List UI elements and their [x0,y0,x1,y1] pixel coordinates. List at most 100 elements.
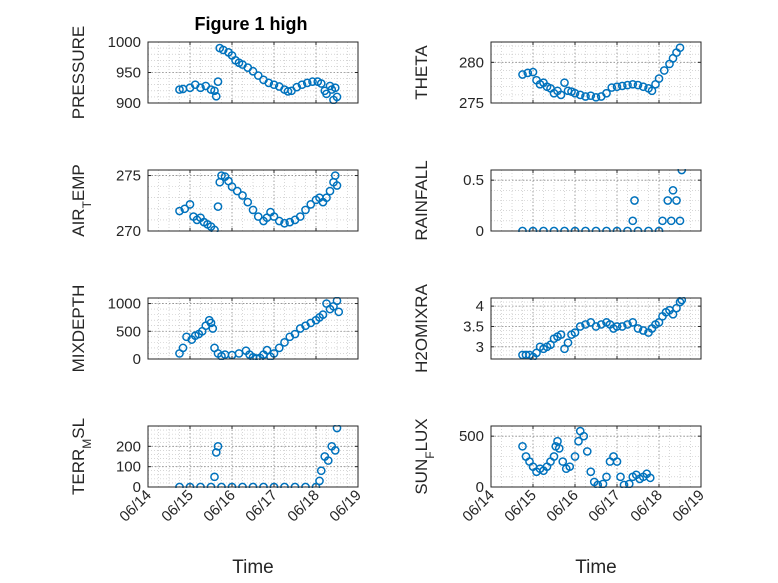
data-point [274,343,284,353]
data-point [619,480,629,488]
data-point [556,330,566,339]
data-point [206,318,216,328]
data-point [283,87,293,96]
data-point [523,68,533,78]
data-point [280,218,289,228]
data-point [668,185,678,195]
data-point [638,82,648,92]
data-point [598,479,608,488]
data-point [645,473,655,483]
data-point [602,88,611,98]
data-point [180,204,190,214]
data-point [332,92,342,102]
y-tick-label: 950 [116,65,141,82]
data-point [612,322,622,331]
y-tick-label: 4 [476,298,484,315]
y-tick-label: 200 [116,438,141,455]
data-point [262,345,272,355]
figure-title: Figure 1 high [194,14,307,34]
data-point [285,217,295,227]
data-point [586,318,596,327]
y-tick-label: 275 [459,95,484,112]
data-point [675,216,685,226]
y-axis-label: PRESSURE [69,26,88,120]
data-point [297,80,307,90]
data-point [570,88,580,98]
x-axis-label: Time [575,557,617,578]
y-tick-label: 0 [476,479,484,496]
data-point [330,171,340,180]
data-point [628,79,638,89]
data-point [570,452,580,461]
data-point [178,343,188,353]
y-tick-label: 1000 [108,34,141,51]
subplot-h2omixra: 3 3.5 4 H2OMIXRA [412,283,702,373]
data-point [323,456,333,465]
data-point [232,186,242,196]
data-point [175,206,184,216]
data-point [316,466,326,476]
axes-box [490,169,702,232]
data-point [565,462,575,472]
data-point [185,200,195,209]
data-point [607,83,617,92]
data-point [579,431,589,441]
y-tick-label: 100 [116,459,141,476]
y-tick-label: 3 [476,339,484,356]
data-point [616,472,625,482]
data-point [624,479,634,488]
data-point [677,297,687,305]
data-point [663,196,673,205]
data-point [528,67,538,77]
data-point [623,80,632,90]
data-series [175,171,342,232]
data-point [211,91,221,101]
data-point [175,85,184,94]
data-point [549,452,559,461]
data-point [306,200,316,209]
data-point [330,83,340,93]
data-point [213,441,223,451]
y-tick-label: 0 [133,351,141,368]
data-point [586,91,596,101]
data-point [325,186,335,196]
data-point [593,480,603,488]
data-point [301,205,310,215]
data-point [659,66,669,75]
subplot-pressure: 900 950 1000 PRESSURE [69,26,359,120]
data-point [253,71,263,80]
data-point [554,444,564,453]
data-point [322,89,331,99]
data-point [269,80,279,90]
y-tick-label: 500 [116,323,141,340]
data-point [280,338,289,347]
data-point [591,92,601,102]
data-point [575,90,585,100]
data-series [175,297,344,360]
x-axis-label: Time [232,557,274,578]
data-point [647,86,657,96]
data-point [658,216,667,226]
y-axis-label: THETA [412,45,431,100]
data-point [264,78,274,88]
data-point [612,82,622,92]
data-series [518,43,685,102]
data-point [334,307,344,317]
data-point [586,467,596,477]
data-point [227,182,237,191]
y-tick-label: 0 [476,223,484,240]
data-point [558,457,568,466]
axes-box [490,297,702,360]
subplot-theta: 275 280 THETA [412,41,702,112]
data-point [292,82,302,92]
axes-box [147,425,359,488]
data-point [617,322,627,331]
data-point [556,90,566,100]
data-point [332,297,342,306]
data-point [581,320,590,329]
y-tick-label: 0.5 [463,172,484,189]
axes-box [490,425,702,488]
y-tick-label: 1000 [108,296,141,313]
